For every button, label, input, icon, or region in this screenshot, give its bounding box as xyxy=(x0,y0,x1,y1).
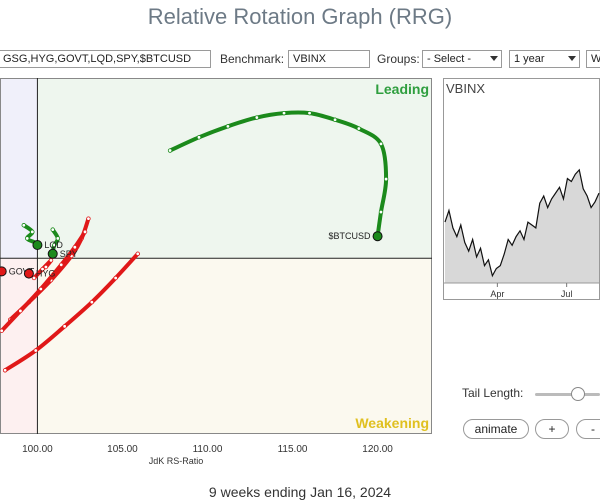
quadrant-label: Weakening xyxy=(355,415,429,431)
tail-hyg xyxy=(32,258,54,280)
lagging-quadrant xyxy=(0,258,38,434)
tail-point xyxy=(167,148,173,153)
x-tick-label: 105.00 xyxy=(107,444,138,455)
tail-point xyxy=(40,266,45,272)
period-select-value: 1 year xyxy=(514,53,545,65)
period-select[interactable]: 1 year xyxy=(509,50,580,68)
tail-series xyxy=(3,251,140,373)
tail-point xyxy=(135,251,140,257)
tail-point xyxy=(0,328,4,333)
tail-point xyxy=(356,126,362,131)
x-tick-label: 120.00 xyxy=(362,444,393,455)
x-tick-label: 100.00 xyxy=(22,444,53,455)
tail-point xyxy=(33,348,38,353)
series-label: $BTCUSD xyxy=(329,231,372,241)
tail-point xyxy=(38,286,44,292)
tail-length-label: Tail Length: xyxy=(462,386,524,400)
tail-point xyxy=(254,115,260,120)
tail-point xyxy=(332,117,338,122)
tail-point xyxy=(307,110,312,116)
tail-point xyxy=(21,223,27,228)
groups-select[interactable]: - Select - xyxy=(422,50,502,68)
tail-point xyxy=(225,124,231,129)
period-footer: 9 weeks ending Jan 16, 2024 xyxy=(208,484,392,500)
plot-border xyxy=(0,78,432,434)
tail-point xyxy=(31,275,37,281)
tail-point xyxy=(196,135,202,140)
tail-point xyxy=(72,245,78,250)
step-forward-button[interactable]: + xyxy=(535,419,569,439)
toolbar: GSG,HYG,GOVT,LQD,SPY,$BTCUSD Benchmark: … xyxy=(0,50,600,70)
frequency-select[interactable]: W xyxy=(586,50,600,68)
benchmark-title: VBINX xyxy=(446,81,485,96)
tail-point xyxy=(25,236,30,241)
tail-point xyxy=(383,176,389,182)
series-label: HYG xyxy=(36,269,56,279)
x-tick-label: 115.00 xyxy=(278,444,308,455)
tail-btcusd xyxy=(168,110,389,239)
series-label: GOVT xyxy=(9,266,35,276)
benchmark-label: Benchmark: xyxy=(220,52,285,66)
frequency-select-value: W xyxy=(591,53,600,65)
tail-point xyxy=(52,242,57,248)
page-title: Relative Rotation Graph (RRG) xyxy=(147,4,453,29)
tail-point xyxy=(30,229,35,235)
benchmark-area xyxy=(445,169,599,283)
groups-label: Groups: xyxy=(377,52,420,66)
weakening-quadrant xyxy=(37,258,432,434)
tail-point xyxy=(86,216,91,221)
tail-length-slider-handle[interactable] xyxy=(571,387,585,401)
tail-point xyxy=(43,264,49,270)
symbols-input[interactable]: GSG,HYG,GOVT,LQD,SPY,$BTCUSD xyxy=(0,50,211,68)
tail-point xyxy=(59,262,64,267)
tail-length-slider-track[interactable] xyxy=(535,393,600,396)
leading-quadrant xyxy=(37,78,432,259)
chevron-down-icon xyxy=(568,56,576,61)
tail-point xyxy=(62,324,67,329)
series-label: SPY xyxy=(60,249,78,259)
benchmark-input[interactable]: VBINX xyxy=(288,50,370,68)
tail-point xyxy=(18,308,23,314)
tail-point xyxy=(113,275,118,281)
tail-point xyxy=(48,258,54,263)
groups-select-value: - Select - xyxy=(427,53,472,65)
quadrant-label: Leading xyxy=(375,81,429,97)
tail-point xyxy=(89,299,95,305)
head-marker xyxy=(47,248,58,259)
step-back-button[interactable]: - xyxy=(576,419,600,439)
head-marker xyxy=(372,231,383,242)
tail-point xyxy=(2,368,8,373)
head-marker xyxy=(32,240,43,251)
tail-point xyxy=(82,229,88,235)
benchmark-tick-label: Apr xyxy=(490,289,504,299)
benchmark-chart: VBINX Apr Jul xyxy=(443,78,600,300)
tail-point xyxy=(55,236,61,241)
tail-point xyxy=(378,141,384,147)
animate-button[interactable]: animate xyxy=(463,419,529,439)
tail-point xyxy=(281,110,287,116)
tail-point xyxy=(378,209,384,215)
benchmark-line xyxy=(444,168,600,278)
head-marker xyxy=(0,266,7,277)
series-label: LQD xyxy=(44,240,63,250)
x-tick-label: 110.00 xyxy=(193,444,223,455)
chevron-down-icon xyxy=(490,56,498,61)
rrg-chart[interactable]: 100.00 105.00 110.00 115.00 120.00 JdK RS-Rat… xyxy=(0,78,442,470)
head-marker xyxy=(23,268,34,279)
tail-point xyxy=(50,227,55,232)
benchmark-tick-label: Jul xyxy=(561,289,573,299)
x-axis-label: JdK RS-Ratio xyxy=(149,456,204,466)
